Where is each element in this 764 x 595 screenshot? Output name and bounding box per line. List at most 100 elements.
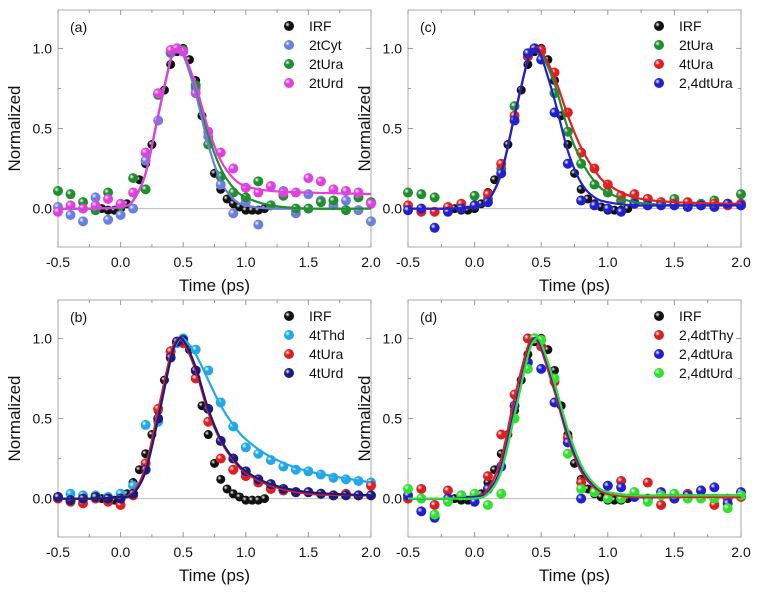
data-point-2tUrd	[153, 88, 164, 99]
data-point-2tUra	[140, 184, 151, 195]
y-tick-label: 0.0	[33, 201, 53, 217]
x-axis-title: Time (ps)	[539, 566, 610, 585]
legend-label: 2tUra	[679, 37, 713, 53]
data-point-4tUrd	[65, 495, 76, 506]
y-axis-title: Normalized	[5, 376, 24, 462]
fit-line-4tUrd	[57, 336, 372, 500]
data-point-2,4dtThy	[416, 483, 427, 494]
legend-label: 2tUrd	[309, 75, 343, 91]
irf-point	[241, 495, 251, 505]
x-tick-label: -0.5	[46, 544, 70, 560]
data-point-4tUra	[215, 453, 226, 464]
panel-label: (b)	[70, 309, 87, 325]
data-point-2tUra	[53, 185, 63, 196]
data-point-2,4dtUrd	[722, 503, 733, 514]
x-tick-label: 0.5	[173, 254, 193, 270]
data-point-2,4dtUra	[589, 200, 600, 211]
data-point-2tCyt	[303, 189, 314, 200]
fit-line-4tThd	[57, 336, 372, 500]
data-point-2tCyt	[340, 195, 351, 206]
legend-label: 4tUra	[679, 56, 713, 72]
panel-d: -0.5 0.0 0.5 1.0 1.5 2.0 0.0 0.5 1.0 Time (ps) Nor…	[355, 299, 751, 585]
y-axis-title: Normalized	[355, 86, 374, 172]
fit-line-2,4dtUra	[407, 47, 741, 210]
x-tick-label: -0.5	[396, 544, 420, 560]
irf-point	[222, 194, 232, 204]
legend-marker	[654, 21, 664, 31]
data-point-2tUra	[416, 189, 427, 200]
legend-marker	[654, 59, 664, 69]
legend-marker	[284, 59, 294, 69]
x-tick-label: 2.0	[731, 254, 751, 270]
data-point-2,4dtUrd	[496, 488, 507, 499]
legend-marker	[654, 368, 664, 378]
legend-marker	[284, 349, 294, 359]
data-point-2,4dtThy	[496, 429, 507, 440]
legend-label: 2tUra	[309, 56, 343, 72]
legend-label: IRF	[309, 18, 332, 34]
x-tick-label: -0.5	[396, 254, 420, 270]
data-point-2,4dtUra	[616, 206, 627, 217]
x-axis-title: Time (ps)	[179, 276, 250, 295]
data-point-4tUra	[228, 464, 239, 475]
legend-label: 2,4dtUra	[679, 75, 733, 91]
fit-line-2tUrd	[57, 46, 372, 210]
data-point-2tCyt	[65, 209, 76, 220]
legend-marker	[284, 368, 294, 378]
irf-point	[490, 175, 500, 185]
data-point-2,4dtUra	[576, 493, 587, 504]
data-point-2,4dtUra	[576, 195, 587, 206]
fit-line-2,4dtUrd	[407, 337, 741, 501]
data-point-2,4dtUra	[709, 482, 720, 493]
x-tick-label: -0.5	[46, 254, 70, 270]
data-point-2tCyt	[103, 214, 114, 225]
data-point-4tUra	[366, 480, 376, 491]
y-tick-label: 1.0	[33, 330, 53, 346]
data-point-4tUrd	[90, 491, 101, 502]
panel-label: (c)	[420, 19, 436, 35]
data-point-2tCyt	[353, 205, 364, 216]
legend-marker	[284, 40, 294, 50]
y-tick-label: 0.0	[383, 491, 403, 507]
data-point-2tUra	[65, 189, 76, 200]
data-point-2tUra	[403, 187, 413, 198]
data-point-2tUra	[328, 195, 339, 206]
y-tick-label: 1.0	[383, 40, 403, 56]
data-point-2,4dtThy	[429, 499, 440, 510]
data-point-2tCyt	[128, 203, 139, 214]
x-tick-label: 1.5	[665, 544, 685, 560]
legend-label: 2tCyt	[309, 37, 342, 53]
data-point-2,4dtUrd	[602, 493, 613, 504]
data-point-2,4dtUrd	[429, 509, 440, 520]
y-tick-label: 0.5	[383, 121, 403, 137]
legend-marker	[284, 78, 294, 88]
data-point-2tUrd	[103, 193, 114, 204]
legend-marker	[654, 330, 664, 340]
legend-label: 4tUra	[309, 346, 343, 362]
legend-label: 4tUrd	[309, 365, 343, 381]
data-point-2,4dtUra	[616, 482, 627, 493]
data-point-2tUra	[128, 173, 139, 184]
x-tick-label: 1.5	[299, 544, 319, 560]
y-tick-label: 0.5	[383, 411, 403, 427]
legend-label: IRF	[679, 308, 702, 324]
x-tick-label: 0.0	[465, 254, 485, 270]
x-tick-label: 2.0	[361, 544, 381, 560]
data-point-2tUra	[589, 179, 600, 190]
data-point-2tCyt	[366, 216, 376, 227]
data-point-4tUrd	[115, 493, 126, 504]
x-tick-label: 1.0	[598, 544, 618, 560]
fit-line-2,4dtThy	[407, 336, 741, 500]
legend-label: IRF	[309, 308, 332, 324]
x-tick-label: 1.5	[299, 254, 319, 270]
irf-point	[216, 474, 226, 484]
y-tick-label: 0.5	[33, 121, 53, 137]
data-point-2,4dtThy	[656, 499, 667, 510]
data-point-2tUra	[736, 189, 746, 200]
x-axis-title: Time (ps)	[539, 276, 610, 295]
data-point-2,4dtUrd	[562, 448, 573, 459]
x-tick-label: 2.0	[731, 544, 751, 560]
data-point-2tUrd	[353, 187, 364, 198]
data-point-2,4dtUra	[602, 480, 613, 491]
irf-point	[203, 430, 213, 440]
